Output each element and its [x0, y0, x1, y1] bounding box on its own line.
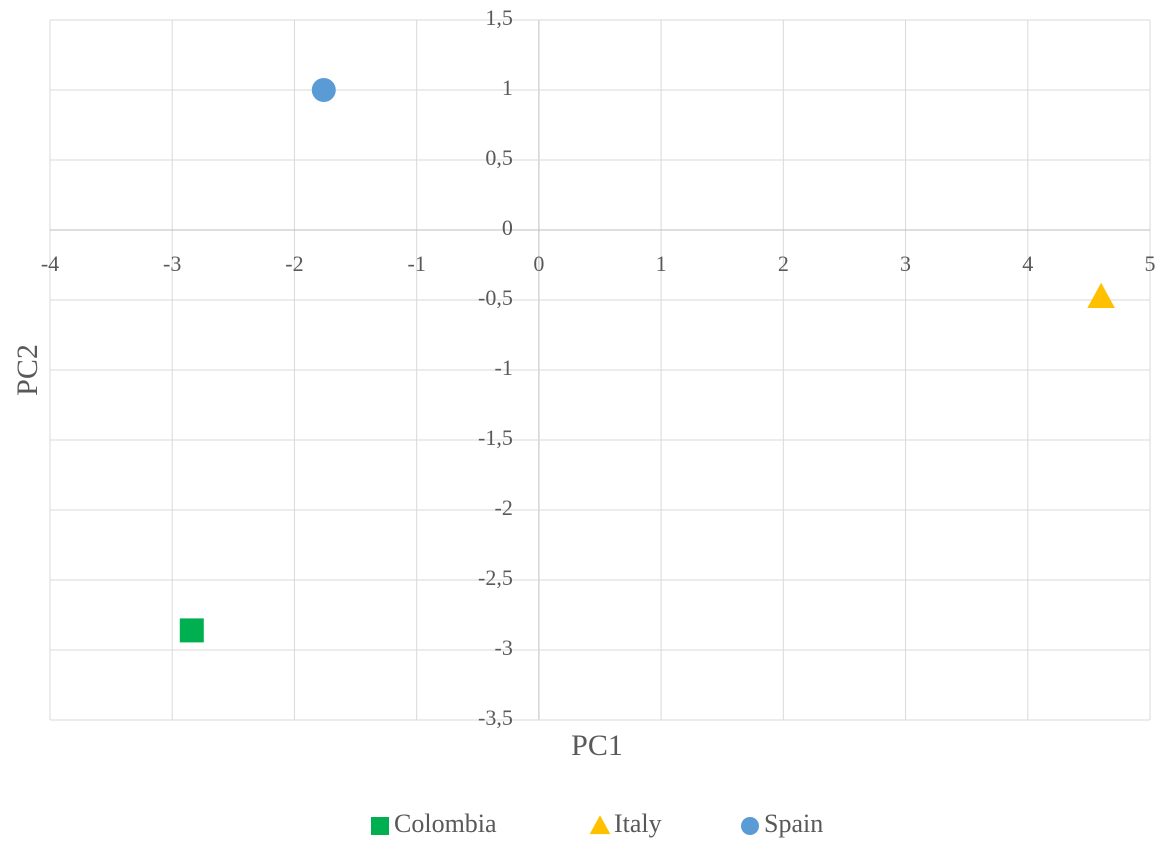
- y-tick-label: 0,5: [485, 145, 513, 170]
- legend-marker: [589, 815, 611, 835]
- x-tick-label: -2: [285, 251, 303, 276]
- point: [179, 618, 204, 643]
- y-tick-label: -2: [495, 495, 513, 520]
- legend-label: Colombia: [394, 809, 497, 838]
- x-tick-label: 5: [1145, 251, 1156, 276]
- y-tick-label: -1: [495, 355, 513, 380]
- point: [311, 78, 336, 102]
- y-tick-label: -0,5: [478, 285, 513, 310]
- y-tick-label: 1,5: [485, 5, 513, 30]
- y-tick-label: 0: [502, 215, 513, 240]
- legend-marker: [741, 817, 759, 835]
- y-tick-label: -3: [495, 635, 513, 660]
- y-tick-label: 1: [502, 75, 513, 100]
- legend-label: Italy: [614, 809, 662, 838]
- x-tick-label: 4: [1022, 251, 1033, 276]
- legend-marker: [371, 817, 389, 835]
- y-tick-label: -2,5: [478, 565, 513, 590]
- x-tick-label: 3: [900, 251, 911, 276]
- point: [1087, 282, 1115, 308]
- x-tick-label: 1: [656, 251, 667, 276]
- legend-label: Spain: [764, 809, 823, 838]
- x-tick-label: 2: [778, 251, 789, 276]
- y-tick-label: -3,5: [478, 705, 513, 730]
- x-axis-title: PC1: [571, 729, 623, 762]
- x-tick-label: -3: [163, 251, 181, 276]
- x-tick-label: 0: [533, 251, 544, 276]
- y-tick-label: -1,5: [478, 425, 513, 450]
- y-axis-title: PC2: [11, 344, 44, 396]
- x-tick-label: -4: [41, 251, 59, 276]
- x-tick-label: -1: [408, 251, 426, 276]
